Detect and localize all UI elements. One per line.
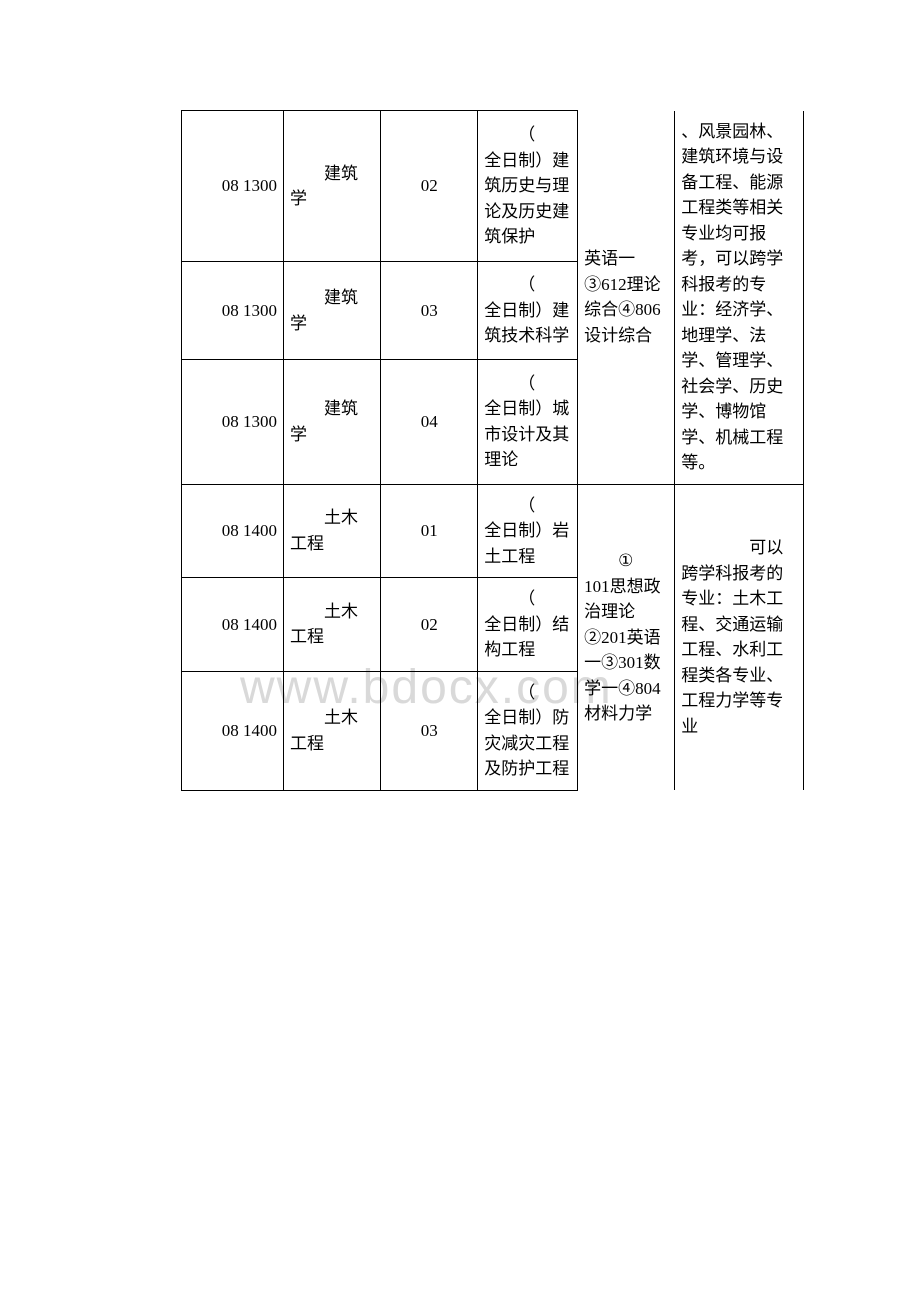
direction-cell: （全日制）城市设计及其理论 (478, 359, 578, 484)
paren-text: （ (484, 680, 571, 706)
table-row: 08 1400 土木工程 01 （全日制）岩土工程 ①101思想政治理论②201… (118, 484, 804, 578)
major-cell: 建筑学 (283, 111, 380, 262)
major-cell: 土木工程 (283, 484, 380, 578)
paren-text: （ (484, 272, 571, 298)
code-cell: 08 1300 (181, 262, 283, 360)
major-cell: 建筑学 (283, 262, 380, 360)
direction-text: 全日制）结构工程 (484, 615, 569, 660)
direction-text: 全日制）建筑技术科学 (484, 301, 569, 346)
direction-cell: （全日制）防灾减灾工程及防护工程 (478, 671, 578, 790)
notes-body-text: 以跨学科报考的专业：土木工程、交通运输工程、水利工程类各专业、工程力学等专业 (681, 538, 783, 736)
code-cell: 08 1300 (181, 111, 283, 262)
major-cell: 建筑学 (283, 359, 380, 484)
direction-cell: （全日制）岩土工程 (478, 484, 578, 578)
direction-text: 全日制）岩土工程 (484, 521, 569, 566)
notes-cell: 、风景园林、建筑环境与设备工程、能源工程类等相关专业均可报考，可以跨学科报考的专… (675, 111, 804, 485)
code-cell: 08 1400 (181, 671, 283, 790)
number-cell: 02 (381, 111, 478, 262)
catalog-table-container: 08 1300 建筑学 02 （ 全日制）建筑历史与理论及历史建筑保护 英语一③6… (118, 110, 804, 791)
exam-body-text: 101思想政治理论②201英语一③301数学一④804材料力学 (584, 577, 661, 724)
direction-cell: （ 全日制）建筑历史与理论及历史建筑保护 (478, 111, 578, 262)
code-cell: 08 1300 (181, 359, 283, 484)
code-cell: 08 1400 (181, 578, 283, 672)
direction-cell: （ 全日制）建筑技术科学 (478, 262, 578, 360)
number-cell: 03 (381, 262, 478, 360)
number-cell: 04 (381, 359, 478, 484)
number-cell: 03 (381, 671, 478, 790)
empty-left-cell (118, 111, 181, 791)
major-cell: 土木工程 (283, 671, 380, 790)
exam-indent-text: ① (584, 548, 668, 574)
notes-indent-text: 可 (715, 535, 766, 561)
direction-text: 全日制）防灾减灾工程及防护工程 (484, 708, 569, 778)
table-row: 08 1300 建筑学 02 （全日制）建筑历史与理论及历史建筑保护 英语一③6… (118, 111, 804, 262)
direction-cell: （ 全日制）结构工程 (478, 578, 578, 672)
direction-text: 全日制）建筑历史与理论及历史建筑保护 (484, 151, 569, 247)
exam-cell: 英语一③612理论综合④806设计综合 (578, 111, 675, 485)
direction-text: 全日制）城市设计及其理论 (484, 399, 569, 469)
paren-text: （ (484, 493, 571, 519)
notes-cell: 可以跨学科报考的专业：土木工程、交通运输工程、水利工程类各专业、工程力学等专业 (675, 484, 804, 790)
paren-text: （ (484, 371, 571, 397)
number-cell: 02 (381, 578, 478, 672)
exam-cell: ① 101思想政治理论②201英语一③301数学一④804材料力学 (578, 484, 675, 790)
major-cell: 土木工程 (283, 578, 380, 672)
number-cell: 01 (381, 484, 478, 578)
code-cell: 08 1400 (181, 484, 283, 578)
paren-text: （ (484, 122, 571, 148)
paren-text: （ (484, 586, 571, 612)
catalog-table: 08 1300 建筑学 02 （ 全日制）建筑历史与理论及历史建筑保护 英语一③6… (118, 110, 804, 791)
